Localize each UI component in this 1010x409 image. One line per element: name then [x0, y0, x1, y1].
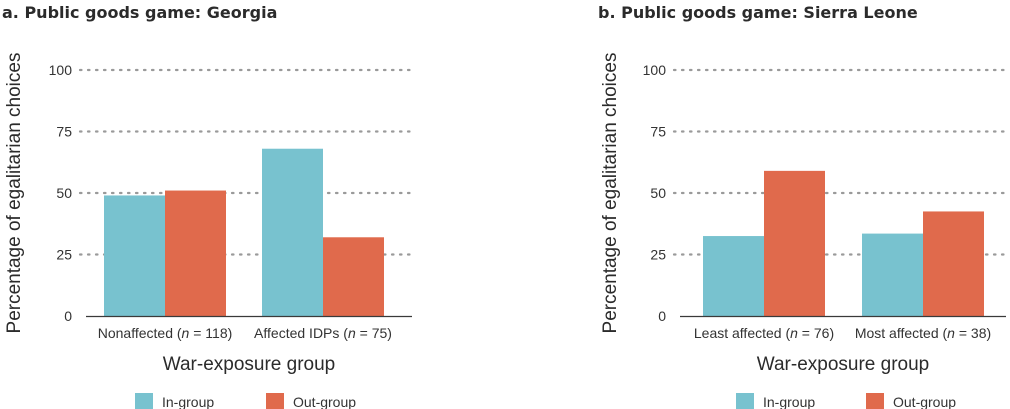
chart-panel-b: b. Public goods game: Sierra Leone Percen…	[598, 3, 1010, 409]
legend-label-out-group: Out-group	[893, 394, 956, 409]
bar-in-group-2	[862, 233, 923, 316]
y-tick-label: 100	[49, 62, 73, 78]
bar-out-group-1	[165, 190, 226, 316]
y-tick-label: 75	[650, 124, 666, 140]
legend-swatch-in-group	[135, 393, 153, 409]
y-tick-label: 25	[650, 247, 666, 263]
y-tick-label: 100	[643, 62, 667, 78]
y-axis-title: Percentage of egalitarian choices	[600, 53, 621, 334]
bar-out-group-1	[764, 170, 825, 316]
category-count: = 38)	[955, 325, 991, 341]
legend-label-in-group: In-group	[162, 394, 214, 409]
category-n: n	[182, 325, 190, 341]
y-tick-label: 50	[650, 185, 666, 201]
y-tick-label: 25	[56, 247, 72, 263]
category-count: = 118)	[189, 325, 232, 341]
category-text: Most affected (	[855, 325, 948, 341]
x-category-label: Affected IDPs (n = 75)	[254, 325, 392, 341]
y-tick-label: 50	[56, 185, 72, 201]
category-n: n	[947, 325, 955, 341]
y-tick-label: 0	[658, 308, 666, 324]
bar-in-group-1	[104, 195, 165, 316]
category-count: = 76)	[798, 325, 834, 341]
category-text: Affected IDPs (	[254, 325, 348, 341]
category-n: n	[348, 325, 356, 341]
chart-panel-a: a. Public goods game: Georgia Percentage …	[2, 3, 416, 409]
chart-title: b. Public goods game: Sierra Leone	[598, 3, 918, 22]
legend-label-out-group: Out-group	[293, 394, 356, 409]
x-category-label: Most affected (n = 38)	[855, 325, 991, 341]
legend-swatch-out-group	[866, 393, 884, 409]
x-category-label: Nonaffected (n = 118)	[98, 325, 233, 341]
bar-out-group-2	[323, 237, 384, 316]
x-category-label: Least affected (n = 76)	[694, 325, 834, 341]
legend-swatch-out-group	[266, 393, 284, 409]
bar-out-group-2	[923, 211, 984, 316]
x-axis-title: War-exposure group	[757, 354, 929, 375]
y-axis-title: Percentage of egalitarian choices	[4, 53, 25, 334]
bar-in-group-1	[703, 236, 764, 316]
legend-label-in-group: In-group	[763, 394, 815, 409]
y-tick-label: 75	[56, 124, 72, 140]
bar-in-group-2	[262, 148, 323, 316]
y-tick-label: 0	[64, 308, 72, 324]
x-axis-title: War-exposure group	[163, 354, 335, 375]
category-text: Nonaffected (	[98, 325, 182, 341]
chart-title: a. Public goods game: Georgia	[2, 3, 277, 22]
category-n: n	[790, 325, 798, 341]
category-count: = 75)	[356, 325, 392, 341]
legend-swatch-in-group	[736, 393, 754, 409]
category-text: Least affected (	[694, 325, 791, 341]
